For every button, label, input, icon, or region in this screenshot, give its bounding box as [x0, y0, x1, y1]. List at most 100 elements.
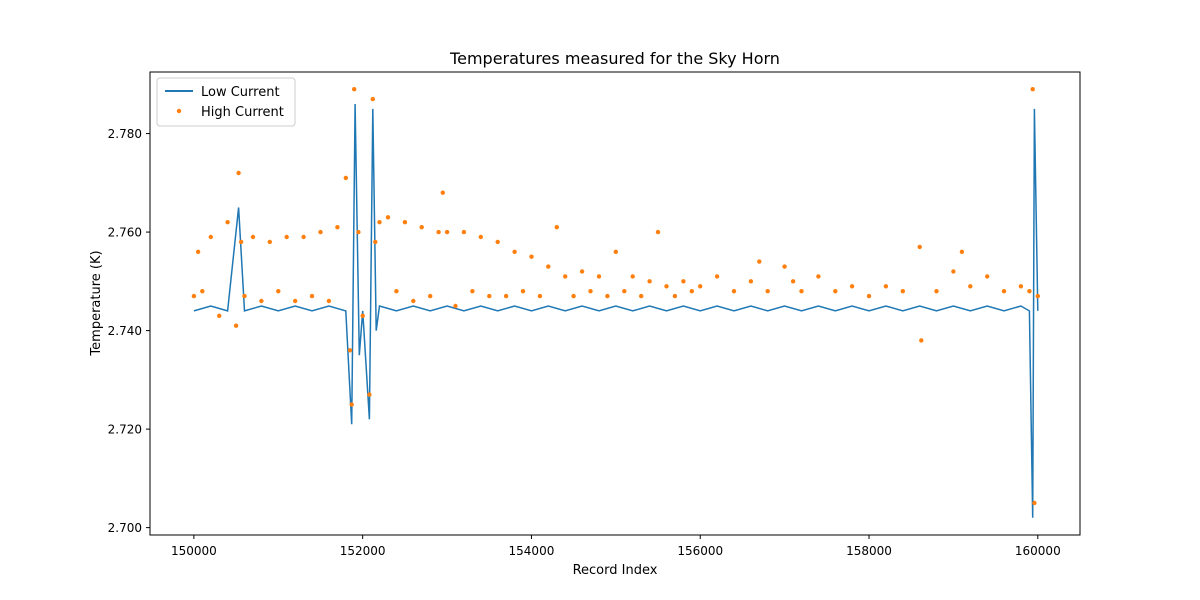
high-current-point [1027, 289, 1032, 294]
high-current-point [748, 279, 754, 284]
high-current-point [360, 313, 365, 318]
high-current-point [487, 293, 492, 299]
high-current-point [352, 87, 357, 92]
high-current-point [238, 239, 244, 245]
x-tick-label: 150000 [171, 544, 217, 558]
y-tick-label: 2.720 [108, 423, 142, 437]
high-current-point [461, 229, 467, 235]
high-current-point [301, 234, 306, 240]
high-current-point [655, 229, 661, 235]
high-current-point [191, 293, 197, 299]
high-current-point [757, 259, 762, 264]
high-current-point [233, 323, 239, 328]
high-current-point [672, 293, 678, 299]
high-current-point [512, 249, 517, 254]
y-axis: 2.700 2.720 2.740 2.760 2.780 [108, 127, 150, 535]
legend-high-current-swatch [176, 108, 182, 114]
high-current-point [367, 392, 372, 397]
legend: Low Current High Current [156, 77, 296, 127]
y-axis-label: Temperature (K) [89, 250, 104, 356]
high-current-point [470, 289, 475, 294]
high-current-point [1018, 284, 1024, 289]
high-current-point [259, 298, 264, 304]
high-current-point [276, 289, 281, 294]
high-current-point [689, 289, 694, 294]
high-current-point [428, 293, 433, 299]
x-axis-label: Record Index [573, 563, 658, 578]
high-current-point [309, 293, 315, 299]
high-current-point [326, 298, 332, 304]
high-current-point [647, 279, 652, 284]
high-current-point [195, 249, 201, 254]
high-current-point [293, 298, 298, 304]
y-tick-label: 2.700 [108, 521, 142, 535]
y-tick-label: 2.740 [108, 324, 142, 338]
high-current-point [849, 284, 855, 289]
x-tick-label: 158000 [846, 544, 892, 558]
high-current-point [1001, 289, 1007, 294]
high-current-point [1035, 293, 1041, 299]
high-current-point [284, 234, 289, 240]
high-current-point [630, 274, 635, 279]
high-current-point [242, 293, 247, 299]
high-current-point [217, 313, 222, 318]
high-current-point [478, 234, 483, 240]
high-current-point [917, 244, 922, 250]
high-current-point [343, 175, 348, 181]
series-low-current-line [193, 103, 1039, 518]
high-current-point [200, 289, 205, 294]
x-tick-label: 160000 [1015, 544, 1061, 558]
high-current-point [731, 289, 737, 294]
high-current-point [639, 293, 644, 299]
high-current-point [318, 229, 323, 235]
y-tick-label: 2.760 [108, 226, 142, 240]
high-current-point [453, 303, 458, 309]
plot-area [191, 87, 1041, 518]
high-current-point [419, 225, 424, 230]
high-current-point [537, 293, 543, 299]
high-current-point [236, 170, 241, 176]
high-current-point [959, 249, 965, 254]
x-tick-label: 156000 [677, 544, 723, 558]
high-current-point [546, 264, 551, 269]
high-current-point [385, 215, 391, 220]
high-current-point [588, 289, 593, 294]
high-current-point [520, 289, 526, 294]
high-current-point [444, 229, 450, 235]
legend-high-current-label: High Current [201, 105, 284, 120]
high-current-point [411, 298, 416, 304]
high-current-point [440, 190, 445, 195]
high-current-point [919, 338, 924, 343]
high-current-point [250, 234, 256, 240]
high-current-point [402, 220, 408, 225]
high-current-point [529, 254, 534, 259]
high-current-point [347, 348, 353, 353]
high-current-point [267, 239, 272, 245]
x-tick-label: 154000 [509, 544, 555, 558]
high-current-point [622, 289, 627, 294]
high-current-point [356, 229, 361, 235]
high-current-point [883, 284, 889, 289]
high-current-point [571, 293, 576, 299]
high-current-point [335, 225, 340, 230]
high-current-point [833, 289, 838, 294]
high-current-point [985, 274, 990, 279]
high-current-point [563, 274, 568, 279]
high-current-point [554, 225, 559, 230]
high-current-point [782, 264, 787, 269]
high-current-point [495, 239, 500, 245]
high-current-point [503, 293, 509, 299]
high-current-point [934, 289, 939, 294]
high-current-point [225, 220, 230, 225]
high-current-point [579, 269, 585, 274]
high-current-point [377, 220, 382, 225]
high-current-point [370, 96, 375, 102]
high-current-point [664, 284, 669, 289]
chart-title: Temperatures measured for the Sky Horn [449, 49, 780, 68]
high-current-point [394, 289, 399, 294]
high-current-point [373, 239, 378, 245]
high-current-point [1030, 87, 1035, 92]
high-current-point [951, 269, 956, 274]
high-current-point [698, 284, 703, 289]
